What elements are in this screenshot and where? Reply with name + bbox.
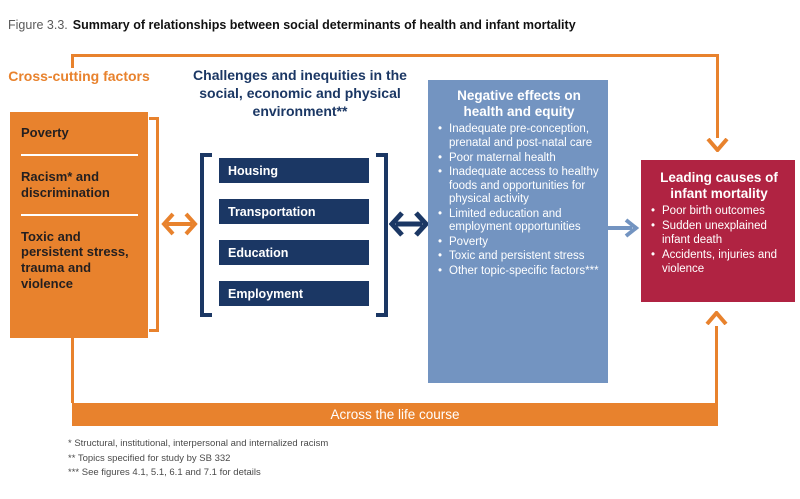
footnotes: * Structural, institutional, interperson…: [68, 437, 328, 481]
figure-title: Figure 3.3. Summary of relationships betw…: [8, 18, 576, 32]
divider: [21, 153, 138, 156]
challenge-box-housing: Housing: [219, 158, 369, 183]
challenge-box-employment: Employment: [219, 281, 369, 306]
challenge-box-transportation: Transportation: [219, 199, 369, 224]
footnote: *** See figures 4.1, 5.1, 6.1 and 7.1 fo…: [68, 467, 261, 479]
cross-cutting-item: Racism* and discrimination: [21, 168, 110, 200]
connector-bottom-right-vertical: [715, 326, 718, 403]
list-item: Other topic-specific factors***: [438, 265, 600, 279]
figure-number: Figure 3.3.: [8, 18, 68, 32]
cross-cutting-item: Toxic and persistent stress, trauma and …: [21, 228, 129, 292]
figure-title-text: Summary of relationships between social …: [72, 18, 576, 32]
connector-bottom-left-vertical: [71, 338, 74, 403]
list-item: Limited education and employment opportu…: [438, 208, 600, 235]
negative-effects-heading: Negative effects on health and equity: [457, 88, 581, 120]
list-item: Sudden unexplained infant death: [651, 220, 787, 248]
list-item: Inadequate access to healthy foods and o…: [438, 166, 600, 207]
footnote: * Structural, institutional, interperson…: [68, 438, 329, 449]
cross-cutting-item: Poverty: [21, 125, 69, 140]
arrow-right-icon: [606, 218, 640, 238]
arrow-up-icon: [705, 309, 728, 326]
leading-causes-box: Leading causes of infant mortality Poor …: [641, 160, 795, 302]
list-item: Toxic and persistent stress: [438, 250, 600, 264]
leading-causes-heading: Leading causes of infant mortality: [660, 170, 778, 202]
double-arrow-icon: [161, 211, 198, 237]
double-arrow-icon: [388, 210, 430, 238]
list-item: Poor maternal health: [438, 152, 600, 166]
challenge-box-education: Education: [219, 240, 369, 265]
orange-bracket: [149, 117, 159, 332]
list-item: Inadequate pre-conception, prenatal and …: [438, 123, 600, 150]
list-item: Accidents, injuries and violence: [651, 249, 787, 277]
connector-top-horizontal: [71, 54, 719, 57]
negative-effects-list: Inadequate pre-conception, prenatal and …: [438, 123, 600, 278]
connector-top-right-vertical: [716, 54, 719, 138]
navy-bracket-right: [376, 153, 388, 317]
navy-bracket-left: [200, 153, 212, 317]
footnote: ** Topics specified for study by SB 332: [68, 452, 231, 464]
life-course-label: Across the life course: [330, 407, 460, 422]
list-item: Poverty: [438, 236, 600, 250]
negative-effects-box: Negative effects on health and equity In…: [428, 80, 608, 383]
connector-top-left-stub: [71, 54, 74, 68]
life-course-bar: Across the life course: [72, 403, 718, 426]
leading-causes-list: Poor birth outcomes Sudden unexplained i…: [651, 205, 787, 276]
list-item: Poor birth outcomes: [651, 205, 787, 219]
arrow-down-icon: [706, 137, 729, 154]
cross-cutting-heading: Cross-cutting factors: [8, 68, 150, 84]
challenges-heading: Challenges and inequities in the social,…: [193, 67, 407, 120]
divider: [21, 213, 138, 216]
cross-cutting-box: Poverty Racism* and discrimination Toxic…: [10, 112, 148, 338]
